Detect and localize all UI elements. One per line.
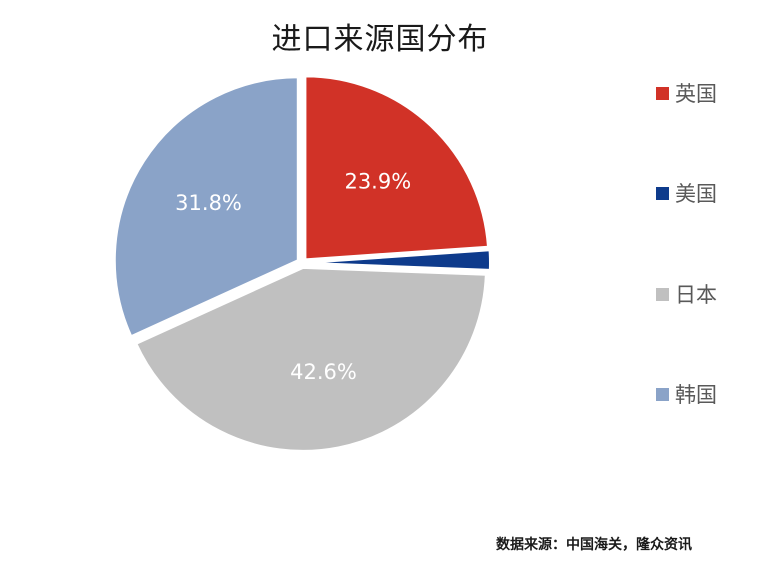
legend-swatch — [656, 86, 669, 100]
legend-item-us: 美国 — [656, 178, 717, 208]
legend-item-korea: 韩国 — [656, 379, 717, 409]
legend-label: 日本 — [675, 283, 717, 307]
data-label: 23.9% — [344, 170, 411, 194]
slice-uk — [304, 75, 490, 261]
data-label: 42.6% — [290, 360, 357, 384]
legend-label: 英国 — [675, 82, 717, 106]
legend-swatch — [656, 287, 669, 301]
legend-swatch — [656, 186, 669, 200]
legend-swatch — [656, 387, 669, 401]
data-label: 31.8% — [175, 191, 242, 215]
legend-label: 美国 — [675, 182, 717, 206]
slice-japan — [135, 266, 487, 452]
legend-item-uk: 英国 — [656, 78, 717, 108]
slice-us — [306, 249, 491, 271]
data-source-note: 数据来源：中国海关，隆众资讯 — [496, 537, 692, 553]
chart-legend: 英国 美国 日本 韩国 — [656, 0, 756, 579]
slice-korea — [113, 76, 299, 338]
legend-label: 韩国 — [675, 383, 717, 407]
legend-item-japan: 日本 — [656, 279, 717, 309]
chart-title: 进口来源国分布 — [271, 22, 489, 57]
